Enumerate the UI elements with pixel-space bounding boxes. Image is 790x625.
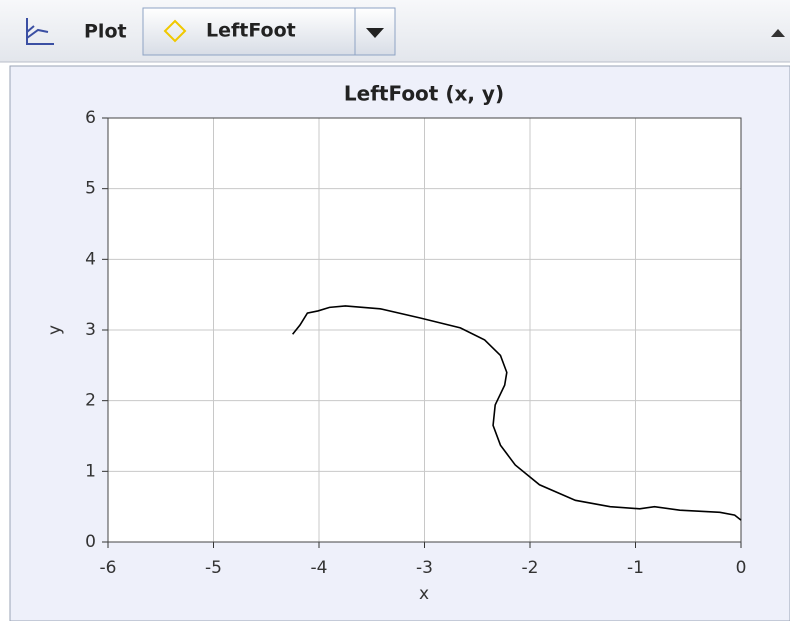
x-tick-label: -3	[416, 558, 433, 578]
y-tick-label: 0	[85, 532, 96, 552]
y-tick-label: 3	[85, 320, 96, 340]
series-combo[interactable]: LeftFoot	[142, 7, 396, 56]
combo-selected[interactable]: LeftFoot	[206, 20, 296, 42]
combo-box[interactable]	[142, 7, 396, 56]
x-tick-label: -1	[627, 558, 644, 578]
y-tick-label: 1	[85, 461, 96, 481]
y-tick-label: 5	[85, 179, 96, 199]
x-axis-label: x	[419, 584, 429, 604]
x-tick-label: -4	[311, 558, 328, 578]
plot-icon	[26, 18, 54, 45]
diamond-icon	[163, 19, 187, 43]
y-tick-label: 6	[85, 108, 96, 128]
x-tick-label: -5	[205, 558, 222, 578]
x-tick-label: -2	[522, 558, 539, 578]
y-tick-label: 4	[85, 249, 96, 269]
plot-frame	[107, 117, 742, 543]
chart-title: LeftFoot (x, y)	[344, 82, 504, 106]
y-tick-label: 2	[85, 391, 96, 411]
x-tick-label: -6	[100, 558, 117, 578]
data-line	[292, 305, 742, 521]
plot-label: Plot	[84, 21, 127, 43]
dropdown-arrow	[366, 28, 384, 38]
y-axis-label: y	[45, 325, 65, 335]
collapse-arrow[interactable]	[771, 29, 785, 37]
x-tick-label: 0	[736, 558, 747, 578]
